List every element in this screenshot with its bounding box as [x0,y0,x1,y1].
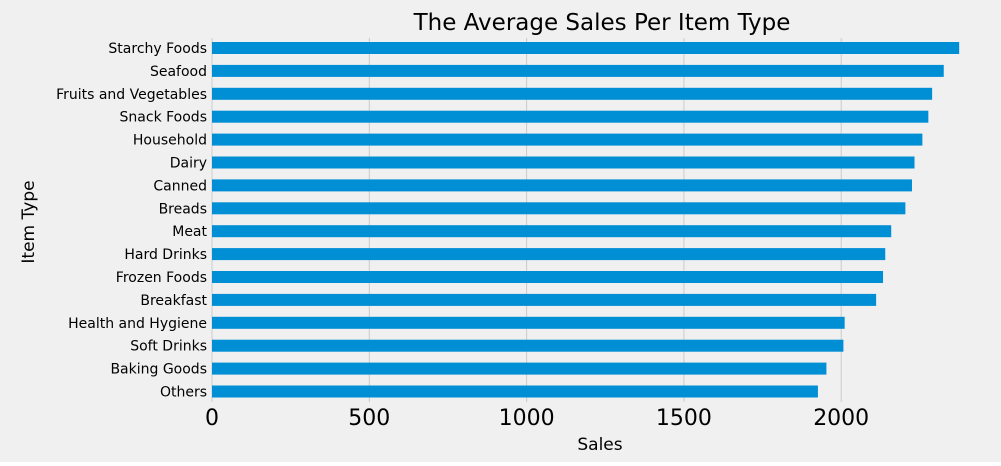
y-tick-label: Health and Hygiene [68,316,207,332]
y-tick-labels: Starchy Foods Seafood Fruits and Vegetable… [56,41,207,401]
bar [212,42,960,54]
bar [212,293,877,306]
y-tick-label: Others [160,385,207,401]
y-tick-label: Breads [159,201,207,217]
y-axis-label: Item Type [19,180,39,263]
y-tick-label: Hard Drinks [124,247,207,263]
bar [212,87,933,100]
bar [212,202,906,215]
x-tick-labels: 0 500 1000 1500 2000 [205,406,869,431]
x-tick-label: 1000 [499,406,555,431]
bar [212,362,827,375]
x-tick-label: 2000 [813,406,869,431]
y-tick-label: Dairy [170,156,207,172]
bar [212,271,884,283]
y-tick-label: Snack Foods [120,110,207,126]
y-tick-label: Soft Drinks [130,339,207,355]
y-tick-label: Meat [172,224,207,240]
bar [212,64,944,77]
bars [212,42,960,398]
y-tick-label: Canned [153,178,207,194]
y-tick-label: Fruits and Vegetables [56,87,207,103]
y-tick-label: Frozen Foods [116,270,207,286]
bar [212,225,892,238]
bar [212,156,915,169]
y-tick-label: Seafood [150,64,207,80]
bar [212,110,929,123]
bar [212,316,845,329]
y-tick-label: Starchy Foods [108,41,207,57]
bar [212,179,912,192]
x-tick-label: 1500 [656,406,712,431]
x-axis-label: Sales [577,435,622,455]
chart-title: The Average Sales Per Item Type [413,10,791,36]
bar [212,385,818,398]
y-tick-label: Breakfast [140,293,207,309]
bar [212,339,844,352]
bar [212,133,923,146]
x-tick-label: 0 [205,406,219,431]
y-tick-label: Baking Goods [110,362,207,378]
bar [212,248,886,261]
y-tick-label: Household [133,133,207,149]
x-tick-label: 500 [348,406,390,431]
